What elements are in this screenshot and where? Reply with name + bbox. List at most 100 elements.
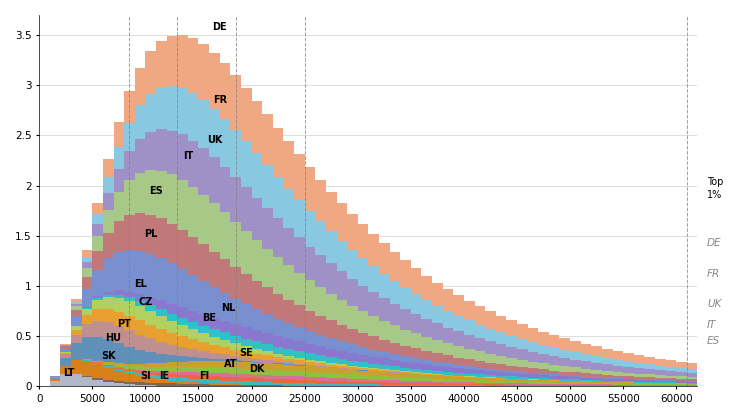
Bar	[517, 339, 527, 349]
Bar	[93, 363, 103, 364]
Bar	[220, 212, 231, 259]
Bar	[432, 353, 442, 362]
Bar	[336, 341, 347, 351]
Bar	[113, 369, 124, 371]
Bar	[442, 367, 454, 372]
Bar	[454, 377, 464, 380]
Bar	[188, 187, 198, 237]
Bar	[273, 364, 283, 370]
Bar	[336, 325, 347, 341]
Bar	[124, 367, 135, 369]
Bar	[241, 88, 251, 141]
Bar	[273, 257, 283, 294]
Bar	[188, 38, 198, 93]
Bar	[507, 358, 517, 366]
Bar	[60, 358, 71, 366]
Bar	[262, 333, 273, 344]
Bar	[178, 269, 188, 308]
Bar	[411, 383, 421, 385]
Bar	[93, 224, 103, 236]
Bar	[580, 382, 592, 383]
Bar	[347, 366, 358, 367]
Bar	[358, 370, 369, 375]
Bar	[209, 287, 220, 318]
Bar	[124, 301, 135, 316]
Bar	[113, 326, 124, 343]
Bar	[369, 371, 379, 376]
Bar	[273, 336, 283, 347]
Bar	[496, 385, 507, 386]
Bar	[442, 311, 454, 328]
Bar	[241, 231, 251, 274]
Bar	[485, 363, 496, 369]
Bar	[198, 376, 209, 380]
Bar	[220, 63, 231, 119]
Bar	[474, 338, 485, 352]
Bar	[135, 367, 145, 370]
Bar	[113, 368, 124, 369]
Bar	[220, 385, 231, 386]
Bar	[538, 374, 549, 375]
Bar	[178, 384, 188, 386]
Bar	[432, 282, 442, 306]
Bar	[262, 248, 273, 287]
Bar	[665, 367, 676, 371]
Bar	[124, 123, 135, 151]
Bar	[103, 322, 113, 339]
Bar	[634, 363, 645, 368]
Bar	[400, 357, 411, 362]
Bar	[273, 379, 283, 383]
Bar	[336, 366, 347, 368]
Bar	[592, 383, 602, 384]
Bar	[166, 381, 178, 383]
Bar	[156, 300, 166, 309]
Bar	[655, 370, 665, 375]
Bar	[432, 375, 442, 379]
Bar	[93, 361, 103, 362]
Bar	[570, 367, 580, 372]
Bar	[241, 362, 251, 369]
Bar	[262, 165, 273, 208]
Bar	[336, 365, 347, 366]
Bar	[145, 94, 156, 132]
Bar	[135, 364, 145, 367]
Bar	[124, 250, 135, 292]
Bar	[209, 383, 220, 385]
Bar	[251, 309, 262, 330]
Bar	[71, 374, 82, 386]
Bar	[209, 157, 220, 204]
Bar	[379, 274, 389, 298]
Bar	[507, 383, 517, 385]
Text: AT: AT	[224, 359, 237, 369]
Text: EL: EL	[134, 279, 146, 289]
Bar	[676, 379, 687, 381]
Bar	[655, 359, 665, 366]
Bar	[655, 383, 665, 384]
Bar	[411, 294, 421, 314]
Bar	[634, 385, 645, 386]
Bar	[389, 360, 400, 366]
Bar	[93, 300, 103, 309]
Bar	[93, 298, 103, 300]
Bar	[60, 346, 71, 347]
Bar	[358, 311, 369, 333]
Bar	[336, 351, 347, 359]
Bar	[442, 376, 454, 379]
Bar	[454, 385, 464, 386]
Bar	[347, 367, 358, 369]
Bar	[166, 224, 178, 264]
Bar	[549, 375, 560, 376]
Bar	[400, 367, 411, 372]
Bar	[124, 151, 135, 180]
Bar	[209, 204, 220, 252]
Bar	[198, 384, 209, 386]
Bar	[241, 357, 251, 361]
Bar	[145, 254, 156, 297]
Bar	[103, 295, 113, 297]
Bar	[336, 369, 347, 374]
Bar	[294, 154, 304, 200]
Bar	[145, 132, 156, 170]
Bar	[93, 236, 103, 251]
Bar	[113, 383, 124, 386]
Bar	[156, 309, 166, 316]
